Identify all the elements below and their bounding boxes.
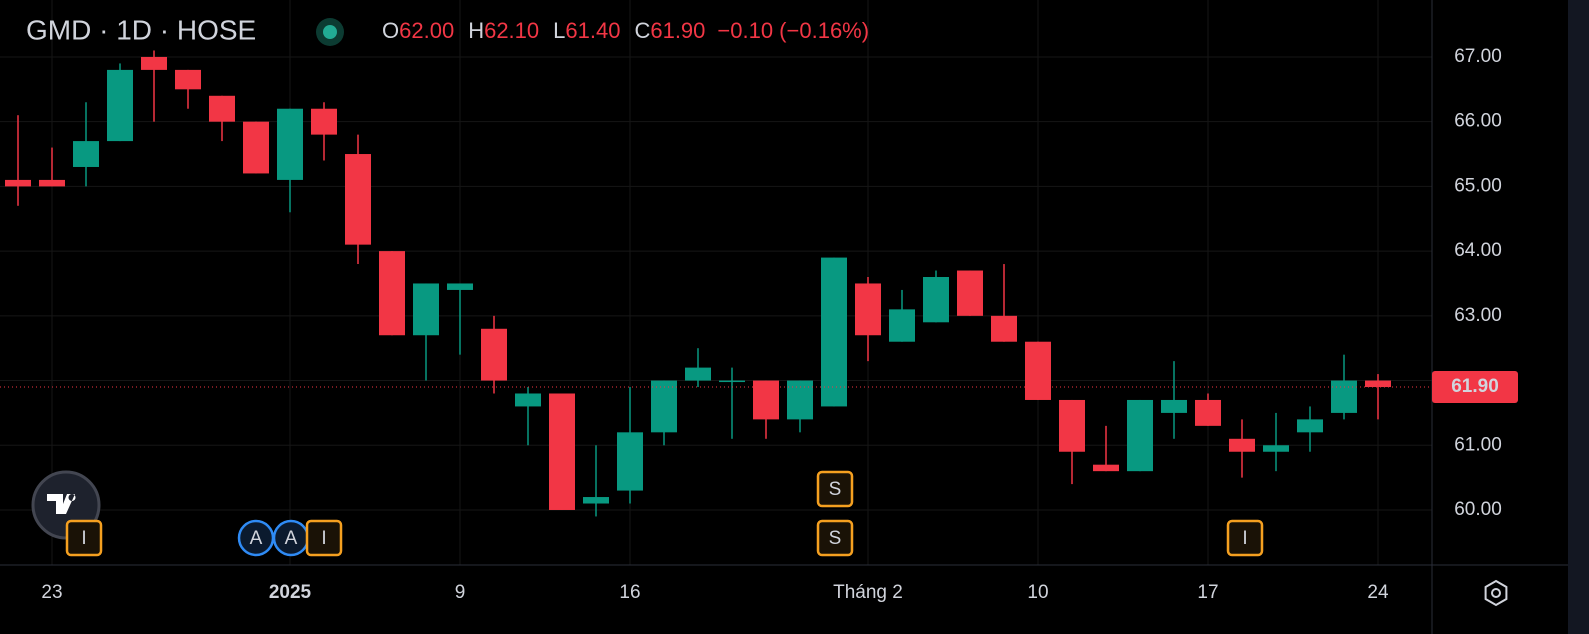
last-price-box bbox=[1432, 371, 1518, 404]
event-marker[interactable] bbox=[1226, 519, 1264, 557]
candle-body bbox=[1365, 380, 1391, 388]
candle-body bbox=[957, 270, 983, 316]
ohlc-label: H bbox=[468, 18, 484, 43]
candle-body bbox=[549, 393, 575, 510]
candle-body bbox=[277, 108, 303, 180]
y-tick-label: 64.00 bbox=[1454, 240, 1502, 261]
candle-body bbox=[175, 69, 201, 90]
ohlc-value: 62.10 bbox=[484, 18, 539, 43]
x-tick-label: Tháng 2 bbox=[833, 582, 903, 603]
x-tick-label: 24 bbox=[1367, 582, 1389, 603]
x-tick-label: 16 bbox=[619, 582, 640, 603]
candle-body bbox=[583, 497, 609, 504]
last-price-label: 61.90 bbox=[1451, 376, 1499, 397]
candle-body bbox=[889, 309, 915, 342]
candle-body bbox=[243, 121, 269, 174]
candle-body bbox=[1093, 464, 1119, 472]
candle-body bbox=[1161, 399, 1187, 413]
event-marker[interactable] bbox=[65, 519, 103, 557]
candle-body bbox=[1059, 399, 1085, 452]
x-tick-label: 2025 bbox=[269, 582, 312, 603]
grid: 60.00 61.00 62.00 63.00 64.00 65.00 66.00 67.00… bbox=[0, 0, 1502, 603]
candle-body bbox=[447, 283, 473, 290]
candle-body bbox=[1263, 445, 1289, 452]
y-tick-label: 67.00 bbox=[1454, 46, 1502, 67]
ohlc-value: 61.40 bbox=[565, 18, 620, 43]
settings-button[interactable] bbox=[1484, 579, 1508, 607]
event-marker[interactable] bbox=[816, 519, 854, 557]
candle-body bbox=[73, 141, 99, 167]
candles bbox=[5, 50, 1391, 517]
y-tick-label: 60.00 bbox=[1454, 499, 1502, 520]
event-label: A bbox=[285, 528, 298, 549]
ohlc-value: 62.00 bbox=[399, 18, 454, 43]
x-tick-label: 9 bbox=[455, 582, 466, 603]
ohlc-legend: O62.00 H62.10 L61.40 C61.90 −0.10 (−0.16%) bbox=[382, 18, 869, 43]
overlay: 61.90 I A A I S S I bbox=[0, 371, 1518, 557]
candle-body bbox=[1127, 399, 1153, 472]
event-marker[interactable] bbox=[305, 519, 343, 557]
event-label: I bbox=[81, 528, 86, 549]
change: −0.10 (−0.16%) bbox=[717, 18, 869, 43]
event-label: A bbox=[250, 528, 263, 549]
y-tick-label: 63.00 bbox=[1454, 305, 1502, 326]
candle-body bbox=[1297, 419, 1323, 433]
event-label: S bbox=[829, 528, 842, 549]
right-edge bbox=[1568, 0, 1589, 634]
candle-body bbox=[617, 432, 643, 491]
candle-body bbox=[991, 315, 1017, 342]
candle-body bbox=[651, 380, 677, 433]
event-label: I bbox=[1242, 528, 1247, 549]
candle-body bbox=[923, 276, 949, 323]
candle-body bbox=[345, 154, 371, 245]
candle-body bbox=[719, 380, 745, 383]
status-dot bbox=[323, 25, 337, 39]
candle-body bbox=[1025, 341, 1051, 400]
candle-body bbox=[311, 108, 337, 135]
candle-body bbox=[107, 69, 133, 142]
symbol-title: GMD · 1D · HOSE bbox=[26, 14, 256, 45]
gear-center bbox=[1491, 588, 1501, 598]
candle-body bbox=[685, 367, 711, 381]
candle-body bbox=[209, 95, 235, 122]
candle-body bbox=[39, 179, 65, 187]
event-marker[interactable] bbox=[816, 470, 854, 508]
candle-body bbox=[787, 380, 813, 420]
y-tick-label: 61.00 bbox=[1454, 434, 1502, 455]
candle-body bbox=[1195, 399, 1221, 426]
ohlc-label: C bbox=[634, 18, 650, 43]
y-tick-label: 65.00 bbox=[1454, 175, 1502, 196]
candle-body bbox=[379, 251, 405, 336]
candle-body bbox=[413, 283, 439, 336]
x-tick-label: 10 bbox=[1027, 582, 1048, 603]
x-tick-label: 17 bbox=[1197, 582, 1218, 603]
candle-body bbox=[141, 56, 167, 70]
candle-body bbox=[481, 328, 507, 381]
y-tick-label: 66.00 bbox=[1454, 111, 1502, 132]
ohlc-label: O bbox=[382, 18, 399, 43]
gear-shape bbox=[1484, 579, 1508, 607]
candle-body bbox=[855, 283, 881, 336]
logo-glyph bbox=[47, 494, 76, 514]
candle-body bbox=[821, 257, 847, 407]
candle-body bbox=[753, 380, 779, 420]
candle-body bbox=[1229, 438, 1255, 452]
candle-body bbox=[1331, 380, 1357, 413]
candle-body bbox=[5, 179, 31, 187]
x-tick-label: 23 bbox=[41, 582, 62, 603]
ohlc-value: 61.90 bbox=[650, 18, 705, 43]
candle-body bbox=[515, 393, 541, 407]
event-label: S bbox=[829, 479, 842, 500]
event-label: I bbox=[321, 528, 326, 549]
ohlc-label: L bbox=[553, 18, 565, 43]
